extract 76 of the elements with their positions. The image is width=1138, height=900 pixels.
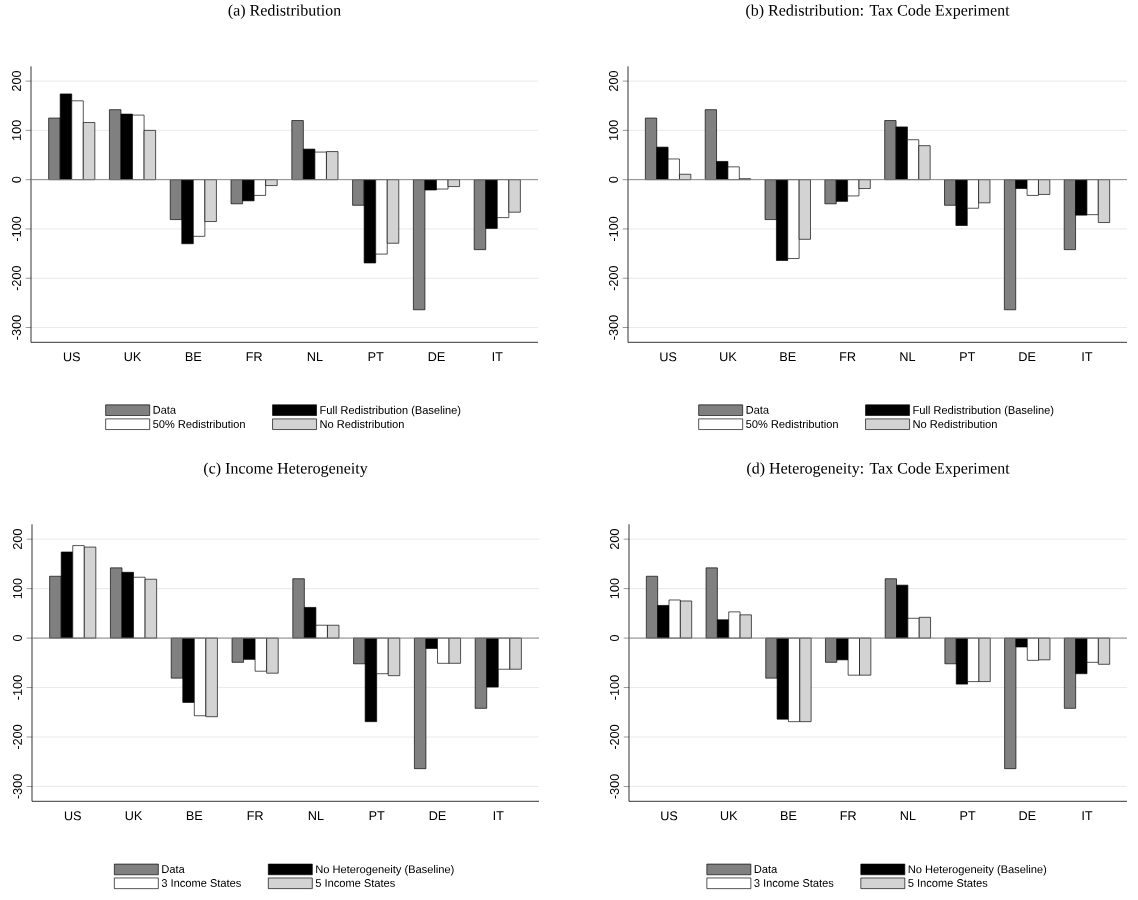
legend-label: Data — [754, 865, 778, 873]
y-tick-label: 100 — [609, 120, 618, 140]
x-tick-label: DE — [429, 811, 446, 820]
x-tick-label: BE — [185, 352, 202, 361]
chart-title: (c) Income Heterogeneity — [204, 462, 368, 477]
x-tick-label: NL — [900, 352, 916, 361]
y-tick-label: 200 — [609, 70, 618, 91]
y-tick-label: 0 — [609, 176, 618, 183]
y-tick-label: 100 — [609, 578, 619, 599]
y-tick-label: -300 — [11, 315, 21, 340]
legend-label: No Redistribution — [913, 419, 997, 428]
x-tick-label: UK — [124, 352, 142, 362]
x-tick-label: US — [661, 811, 678, 821]
x-tick-label: IT — [492, 352, 503, 361]
y-tick-label: -100 — [12, 675, 22, 700]
x-tick-label: IT — [1082, 811, 1093, 820]
x-tick-label: UK — [720, 352, 737, 362]
y-tick-label: -200 — [609, 265, 618, 291]
legend-label: 5 Income States — [315, 878, 395, 887]
y-tick-label: 0 — [12, 634, 22, 641]
y-tick-label: -200 — [11, 265, 21, 291]
y-tick-label: -300 — [609, 774, 619, 799]
y-tick-label: -100 — [11, 216, 21, 241]
x-tick-label: FR — [247, 811, 263, 820]
x-tick-label: US — [63, 352, 80, 362]
x-tick-label: FR — [840, 811, 857, 820]
x-tick-label: DE — [1019, 352, 1036, 361]
legend-label: 50% Redistribution — [153, 419, 245, 428]
y-tick-label: -100 — [609, 675, 619, 700]
x-tick-label: PT — [960, 352, 976, 361]
chart-title: (a) Redistribution — [228, 4, 341, 19]
y-tick-label: -100 — [609, 216, 618, 241]
legend-label: Data — [746, 405, 770, 414]
x-tick-label: DE — [428, 352, 445, 361]
legend-label: No Heterogeneity (Baseline) — [908, 864, 1047, 876]
legend-label: Full Redistribution (Baseline) — [913, 405, 1054, 417]
x-tick-label: BE — [186, 811, 203, 820]
legend-label: 5 Income States — [908, 878, 988, 887]
x-tick-label: IT — [493, 811, 504, 820]
y-tick-label: 200 — [11, 70, 21, 91]
legend-label: No Redistribution — [320, 419, 404, 428]
y-tick-label: -300 — [609, 315, 618, 340]
legend-label: Data — [162, 865, 185, 873]
x-tick-label: UK — [125, 811, 143, 821]
y-tick-label: -300 — [12, 774, 22, 799]
legend-label: Data — [153, 405, 177, 414]
x-tick-label: BE — [780, 352, 796, 361]
x-tick-label: PT — [368, 352, 384, 361]
chart-title: (d) Heterogeneity: Tax Code Experiment — [747, 462, 1010, 477]
chart-title: (b) Redistribution: Tax Code Experiment — [746, 4, 1010, 19]
legend-label: 3 Income States — [754, 878, 834, 887]
y-tick-label: -200 — [12, 724, 22, 749]
y-tick-label: 200 — [609, 528, 619, 549]
y-tick-label: 0 — [11, 176, 21, 183]
x-tick-label: PT — [960, 811, 976, 820]
x-tick-label: FR — [840, 352, 856, 361]
legend-label: Full Redistribution (Baseline) — [320, 405, 461, 417]
x-tick-label: FR — [246, 352, 262, 361]
y-tick-label: -200 — [609, 724, 619, 749]
x-tick-label: BE — [781, 811, 797, 820]
legend-label: 50% Redistribution — [746, 419, 838, 428]
y-tick-label: 100 — [12, 578, 22, 599]
x-tick-label: US — [660, 352, 677, 362]
x-tick-label: NL — [308, 811, 324, 820]
x-tick-label: US — [64, 811, 81, 821]
y-tick-label: 0 — [609, 634, 619, 641]
x-tick-label: NL — [307, 352, 323, 361]
x-tick-label: PT — [369, 811, 385, 820]
x-tick-label: NL — [900, 811, 916, 820]
x-tick-label: DE — [1019, 811, 1036, 820]
x-tick-label: IT — [1082, 352, 1093, 361]
y-tick-label: 200 — [12, 528, 22, 549]
legend-label: 3 Income States — [161, 878, 241, 887]
legend-label: No Heterogeneity (Baseline) — [316, 864, 454, 876]
x-tick-label: UK — [720, 811, 738, 821]
y-tick-label: 100 — [11, 120, 21, 140]
